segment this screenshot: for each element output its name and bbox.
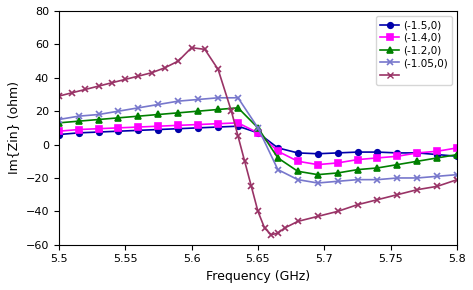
(-1.05,0) [394,176,400,180]
(-1.5,0) [156,128,161,131]
(-1.2,0) [76,119,81,123]
(-1.2,0) [275,156,280,160]
Line: (-1.2,0): (-1.2,0) [56,105,460,177]
(-1.2,0) [175,111,181,115]
(-1.5,0) [414,151,420,155]
(-1.05,0) [434,175,440,178]
(-1.4,0) [335,161,341,165]
(-1.2,0) [394,163,400,166]
(-1.5,0) [195,126,201,130]
(-1.2,0) [414,160,420,163]
(-1.4,0) [434,150,440,153]
(-1.05,0) [375,178,380,181]
(-1.5,0) [375,150,380,154]
(-1.4,0) [195,123,201,126]
(-1.4,0) [56,129,61,133]
(-1.05,0) [56,118,61,121]
(-1.05,0) [136,106,141,110]
(-1.2,0) [375,166,380,170]
(-1.4,0) [255,131,261,135]
(-1.4,0) [215,122,221,126]
(-1.4,0) [295,160,301,163]
(-1.2,0) [335,171,341,175]
(-1.2,0) [136,115,141,118]
(-1.4,0) [175,124,181,127]
(-1.5,0) [175,127,181,130]
(-1.5,0) [275,146,280,150]
(-1.05,0) [116,109,122,113]
(-1.2,0) [96,118,101,121]
(-1.4,0) [76,128,81,131]
(-1.05,0) [315,181,321,185]
(-1.2,0) [295,170,301,173]
(-1.05,0) [76,115,81,118]
(-1.4,0) [156,124,161,128]
(-1.5,0) [255,131,261,135]
(-1.4,0) [355,158,360,161]
(-1.4,0) [96,127,101,130]
(-1.2,0) [355,168,360,171]
(-1.2,0) [215,108,221,111]
(-1.5,0) [116,129,122,133]
Line: (-1.5,0): (-1.5,0) [56,124,460,159]
(-1.2,0) [156,113,161,116]
(-1.05,0) [355,178,360,181]
(-1.4,0) [455,146,460,150]
(-1.4,0) [375,156,380,160]
(-1.05,0) [275,168,280,171]
(-1.5,0) [455,155,460,158]
(-1.2,0) [195,109,201,113]
(-1.4,0) [275,150,280,153]
(-1.4,0) [394,155,400,158]
(-1.5,0) [96,130,101,134]
(-1.2,0) [116,116,122,119]
Y-axis label: Im{Zin} (ohm): Im{Zin} (ohm) [7,81,20,174]
(-1.2,0) [235,106,241,110]
(-1.5,0) [315,152,321,155]
Line: (-1.4,0): (-1.4,0) [56,120,460,167]
(-1.5,0) [394,151,400,155]
(-1.05,0) [335,180,341,183]
(-1.4,0) [235,121,241,125]
(-1.2,0) [455,153,460,156]
(-1.5,0) [295,151,301,155]
(-1.4,0) [315,163,321,166]
(-1.05,0) [255,126,261,130]
(-1.5,0) [215,125,221,129]
(-1.2,0) [56,121,61,125]
(-1.5,0) [434,153,440,156]
(-1.05,0) [414,176,420,180]
(-1.2,0) [434,156,440,160]
(-1.4,0) [116,126,122,130]
(-1.05,0) [96,113,101,116]
(-1.5,0) [56,133,61,136]
X-axis label: Frequency (GHz): Frequency (GHz) [206,270,310,283]
(-1.05,0) [295,178,301,181]
(-1.4,0) [136,125,141,129]
(-1.05,0) [175,99,181,103]
(-1.2,0) [255,126,261,130]
(-1.05,0) [195,98,201,101]
(-1.05,0) [156,103,161,106]
(-1.05,0) [455,173,460,176]
(-1.5,0) [355,150,360,154]
(-1.05,0) [235,96,241,99]
(-1.5,0) [136,129,141,132]
(-1.5,0) [76,131,81,135]
(-1.2,0) [315,173,321,176]
Line: (-1.05,0): (-1.05,0) [55,94,461,186]
(-1.05,0) [215,96,221,99]
(-1.5,0) [335,151,341,155]
(-1.5,0) [235,124,241,128]
(-1.4,0) [414,151,420,155]
Legend: (-1.5,0), (-1.4,0), (-1.2,0), (-1.05,0), : (-1.5,0), (-1.4,0), (-1.2,0), (-1.05,0), [376,16,452,85]
